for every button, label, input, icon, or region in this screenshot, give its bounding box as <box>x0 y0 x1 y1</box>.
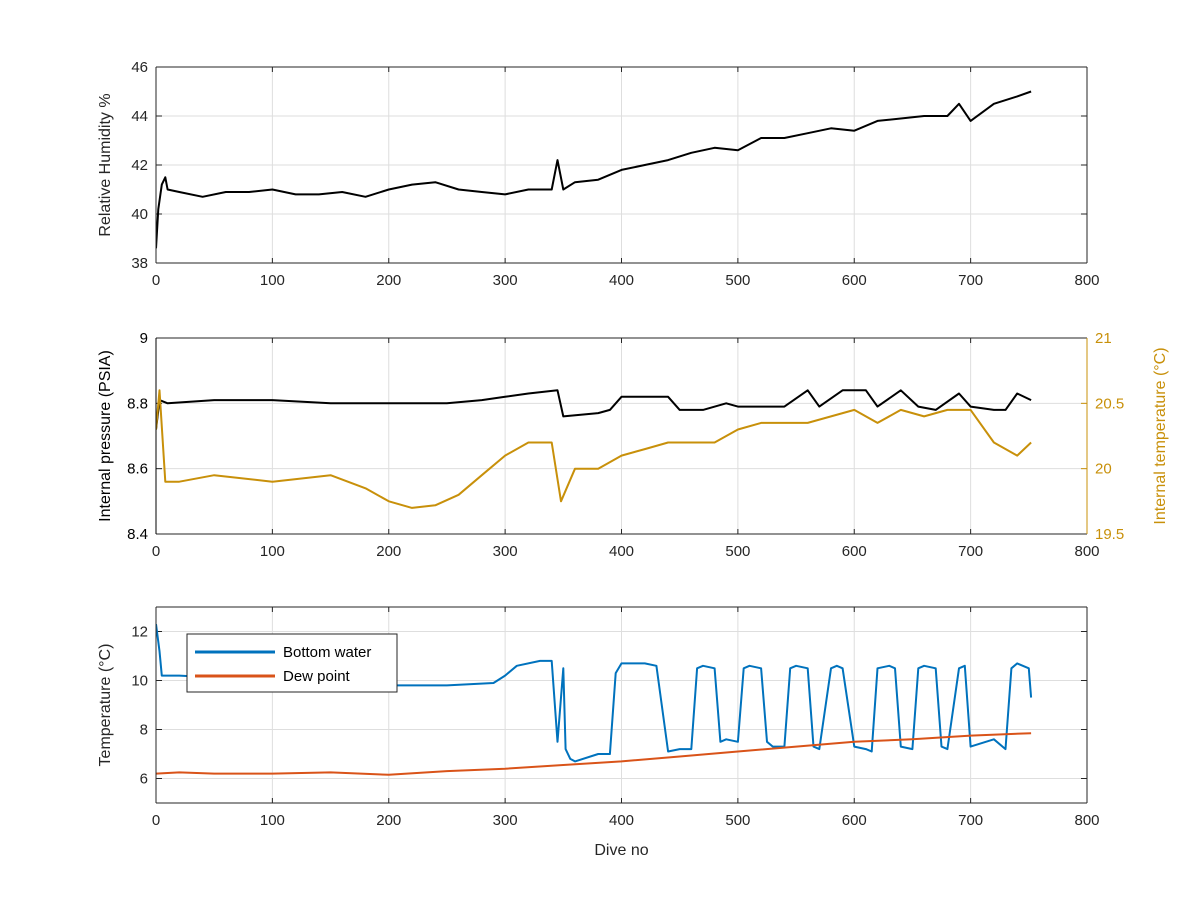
x-tick-label: 100 <box>260 543 285 560</box>
x-tick-label: 0 <box>152 812 160 829</box>
x-tick-label: 200 <box>376 812 401 829</box>
x-tick-label: 300 <box>493 543 518 560</box>
x-tick-label: 0 <box>152 272 160 289</box>
y-axis-label: Internal pressure (PSIA) <box>97 350 114 522</box>
y-tick-label: 6 <box>140 771 148 788</box>
legend-box <box>186 633 398 693</box>
x-tick-label: 500 <box>725 543 750 560</box>
y-tick-label: 40 <box>131 206 148 223</box>
x-tick-label: 200 <box>376 272 401 289</box>
x-tick-label: 800 <box>1074 812 1099 829</box>
x-tick-label: 600 <box>842 543 867 560</box>
y-tick-label: 10 <box>131 673 148 690</box>
legend-label: Bottom water <box>283 644 371 661</box>
x-tick-label: 800 <box>1074 272 1099 289</box>
series-line-3-1 <box>156 623 1033 763</box>
panel-1: 0 100 200 300 400 500 600 700 800 38 40 42 44 46 Relat… <box>97 59 1100 289</box>
series-line-1-1 <box>156 90 1032 249</box>
x-tick-label: 500 <box>725 812 750 829</box>
y-tick-label: 8.6 <box>127 461 148 478</box>
y-tick-label: 46 <box>131 59 148 76</box>
x-tick-label: 300 <box>493 272 518 289</box>
legend-label: Dew point <box>283 668 351 685</box>
y-axis-label: Temperature (°C) <box>97 644 114 767</box>
x-tick-label: 600 <box>842 272 867 289</box>
x-axis-label: Dive no <box>594 842 648 859</box>
y-tick-label: 8 <box>140 722 148 739</box>
y2-tick-label: 20 <box>1095 461 1112 478</box>
y-tick-label: 8.8 <box>127 395 148 412</box>
y2-tick-label: 21 <box>1095 330 1112 347</box>
y2-tick-label: 19.5 <box>1095 526 1124 543</box>
x-tick-label: 700 <box>958 543 983 560</box>
x-tick-label: 500 <box>725 272 750 289</box>
panel-3: 0 100 200 300 400 500 600 700 800 6 8 10 12 Temperatu… <box>97 606 1100 859</box>
y-tick-label: 12 <box>131 624 148 641</box>
x-tick-label: 400 <box>609 812 634 829</box>
x-tick-label: 600 <box>842 812 867 829</box>
y-tick-label: 9 <box>140 330 148 347</box>
y-axis-label: Relative Humidity % <box>97 93 114 236</box>
series-line-2-2 <box>156 389 1032 509</box>
legend: Bottom water Dew point <box>186 633 398 693</box>
y-tick-label: 38 <box>131 255 148 272</box>
x-tick-label: 700 <box>958 272 983 289</box>
x-tick-label: 700 <box>958 812 983 829</box>
y2-axis-label: Internal temperature (°C) <box>1152 347 1169 524</box>
series-line-3-2 <box>156 732 1032 776</box>
y-tick-label: 42 <box>131 157 148 174</box>
x-tick-label: 100 <box>260 272 285 289</box>
x-tick-label: 400 <box>609 272 634 289</box>
x-tick-label: 100 <box>260 812 285 829</box>
series-line-2-1 <box>156 389 1032 430</box>
x-tick-label: 400 <box>609 543 634 560</box>
x-tick-label: 800 <box>1074 543 1099 560</box>
y2-tick-label: 20.5 <box>1095 395 1124 412</box>
y-tick-label: 8.4 <box>127 526 148 543</box>
y-tick-label: 44 <box>131 108 148 125</box>
x-tick-label: 200 <box>376 543 401 560</box>
panel-2: 0 100 200 300 400 500 600 700 800 8.4 8.6 8.8 9 19.5 2… <box>97 330 1169 560</box>
x-tick-label: 300 <box>493 812 518 829</box>
x-tick-label: 0 <box>152 543 160 560</box>
